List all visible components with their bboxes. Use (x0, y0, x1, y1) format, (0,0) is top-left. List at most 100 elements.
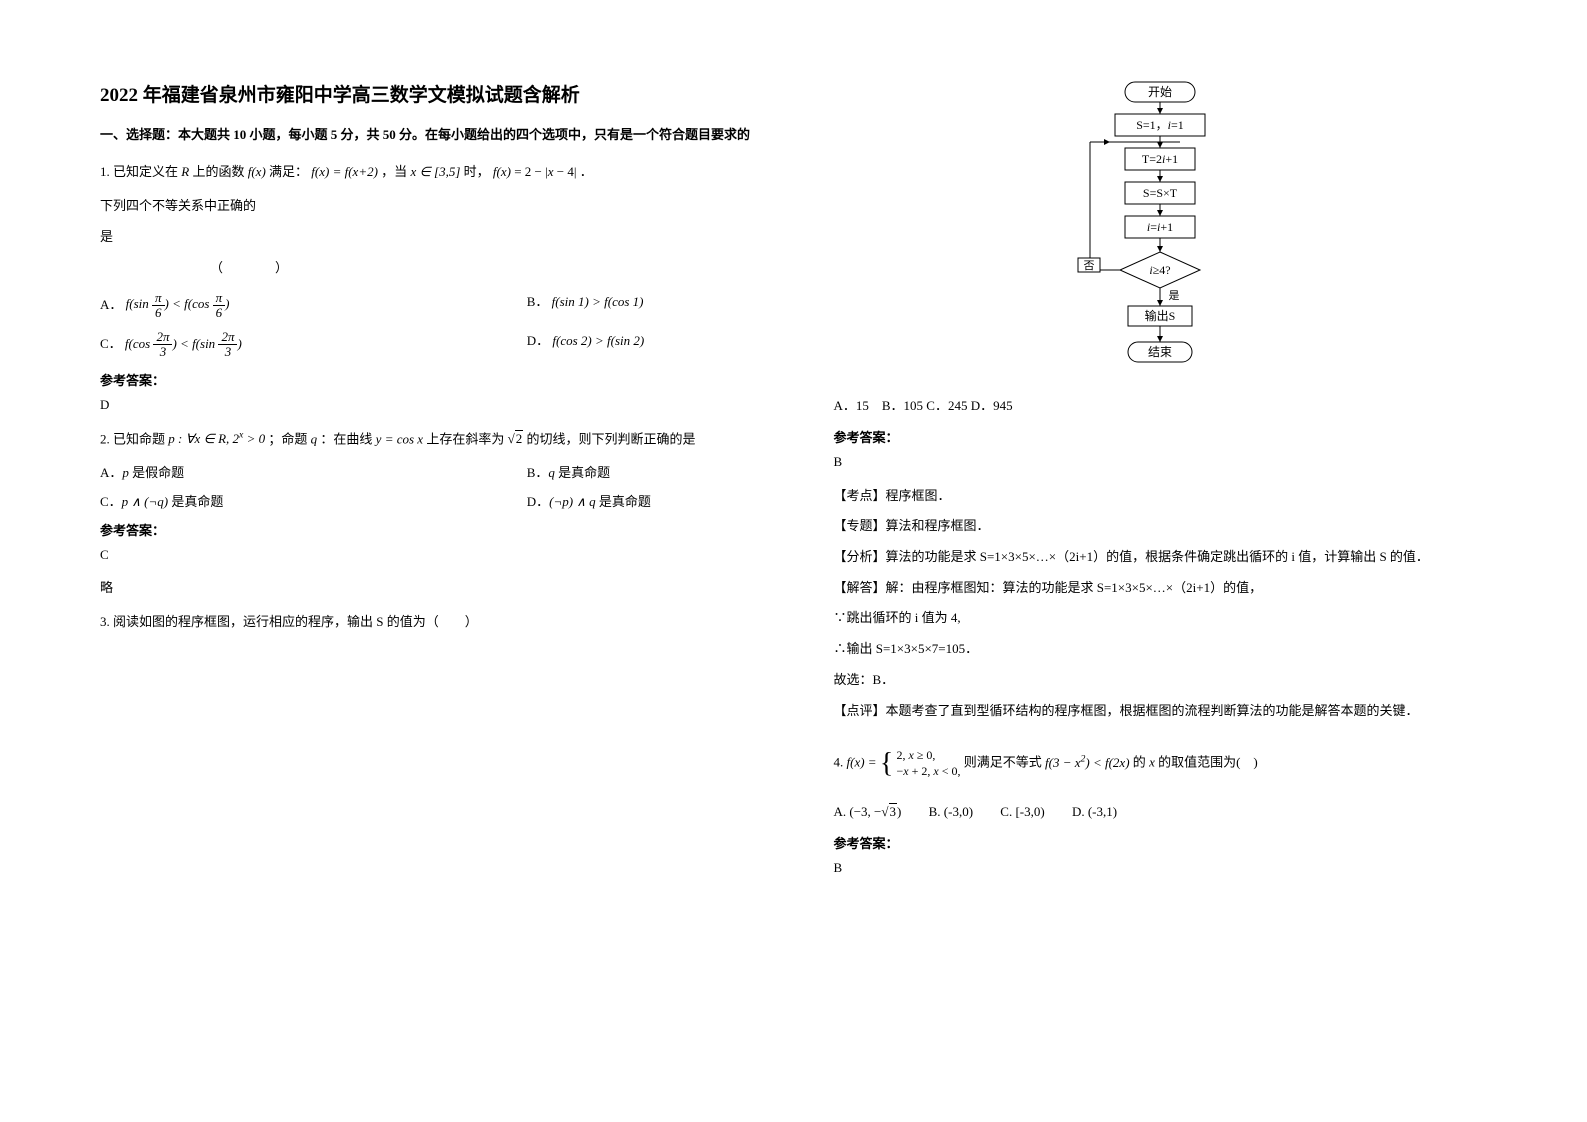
q3-opts: A．15 B．105 C．245 D．945 (834, 394, 1488, 419)
q4-mid: 则满足不等式 (964, 755, 1042, 770)
q1-D-math: f(cos 2) > f(sin 2) (552, 333, 644, 348)
q1-optC: C． f(cos 2π3) < f(sin 2π3) (100, 330, 327, 360)
q2-t1: 2. 已知命题 (100, 431, 165, 446)
q4-optA: A. (−3, −3) (834, 800, 902, 825)
q2-optD: D．(¬p) ∧ q 是真命题 (327, 491, 754, 510)
svg-text:i≥4?: i≥4? (1150, 263, 1171, 277)
q3-stem: 3. 阅读如图的程序框图，运行相应的程序，输出 S 的值为（ ） (100, 610, 754, 635)
q1-eq2: f(x) = 2 − |x − 4| (493, 164, 577, 179)
q1-B-math: f(sin 1) > f(cos 1) (552, 294, 644, 309)
q1-ans-label: 参考答案： (100, 370, 754, 389)
q1-D-pre: D． (527, 333, 549, 348)
flow-out: 输出S (1145, 308, 1176, 323)
q2-q: q (311, 431, 318, 446)
flow-b1a: S=1， (1136, 118, 1167, 132)
q2-t3: ：在曲线 (320, 431, 372, 446)
section-1-head: 一、选择题：本大题共 10 小题，每小题 5 分，共 50 分。在每小题给出的四… (100, 125, 754, 146)
q3-a1: 【考点】程序框图． (834, 484, 1488, 509)
q1-t4: 时， (464, 164, 490, 179)
q1-line3: 是 (100, 225, 754, 250)
q4-options: A. (−3, −3) B. (-3,0) C. [-3,0) D. (-3,1… (834, 800, 1488, 825)
flow-b2c: +1 (1166, 152, 1179, 166)
q1-options: A． f(sin π6) < f(cos π6) B． f(sin 1) > f… (100, 291, 754, 360)
flowchart: 开始 S=1，i=1 T=2i+1 S=S×T i=i+1 i≥4? (1050, 80, 1270, 380)
q2-optB: B．q 是真命题 (327, 462, 754, 481)
q1: 1. 已知定义在 R 上的函数 f(x) 满足： f(x) = f(x+2) ，… (100, 160, 754, 185)
q1-t: 上的函数 (192, 164, 244, 179)
q3-a7: 故选：B． (834, 668, 1488, 693)
q2-t4: 上存在斜率为 (426, 431, 504, 446)
q1-t3: ，当 (381, 164, 407, 179)
q2-optA: A．p 是假命题 (100, 462, 327, 481)
q2-D-m: (¬p) ∧ q (549, 494, 595, 509)
q1-t2: 满足： (269, 164, 308, 179)
q3-a2: 【专题】算法和程序框图． (834, 514, 1488, 539)
q2-optC: C．p ∧ (¬q) 是真命题 (100, 491, 327, 510)
q1-optD: D． f(cos 2) > f(sin 2) (327, 330, 754, 360)
q2-curve: y = cos x (376, 431, 423, 446)
q2-A-t: 是假命题 (132, 465, 184, 480)
flow-no: 否 (1084, 260, 1095, 272)
q2: 2. 已知命题 p : ∀x ∈ R, 2x > 0 ；命题 q ：在曲线 y … (100, 427, 754, 452)
svg-text:T=2i+1: T=2i+1 (1142, 152, 1178, 166)
q3-a6: ∴输出 S=1×3×5×7=105． (834, 637, 1488, 662)
left-column: 2022 年福建省泉州市雍阳中学高三数学文模拟试题含解析 一、选择题：本大题共 … (100, 80, 774, 1082)
q2-A-pre: A． (100, 465, 122, 480)
q4-piecewise: { 2, x ≥ 0,−x + 2, x < 0, (880, 737, 961, 790)
q2-C-m: p ∧ (¬q) (122, 494, 168, 509)
q1-C-pre: C． (100, 336, 122, 351)
q2-D-t: 是真命题 (599, 494, 651, 509)
q2-B-t: 是真命题 (558, 465, 610, 480)
q1-int: x ∈ [3,5] (410, 164, 460, 179)
q2-t2: ；命题 (268, 431, 307, 446)
q1-t5: ． (580, 164, 593, 179)
q3-ans-label: 参考答案： (834, 427, 1488, 446)
q4-x: x (1149, 755, 1155, 770)
q4-pre: 4. (834, 755, 844, 770)
q2-D-pre: D． (527, 494, 549, 509)
q3-ans: B (834, 454, 1488, 470)
flow-b2a: T=2 (1142, 152, 1162, 166)
flow-yes: 是 (1169, 289, 1180, 302)
q4-optC: C. [-3,0) (1000, 800, 1044, 825)
svg-text:S=1，i=1: S=1，i=1 (1136, 118, 1184, 132)
q4-ineq: f(3 − x2) < f(2x) (1045, 755, 1130, 770)
title: 2022 年福建省泉州市雍阳中学高三数学文模拟试题含解析 (100, 80, 754, 107)
q1-A-math: f(sin π6) < f(cos π6) (126, 296, 230, 311)
q2-C-pre: C． (100, 494, 122, 509)
flow-b4d: +1 (1161, 220, 1174, 234)
q2-sqrt2: 2 (508, 427, 524, 452)
q4-optB: B. (-3,0) (929, 800, 973, 825)
q2-A-p: p (122, 465, 129, 480)
q1-eq1: f(x) = f(x+2) (311, 164, 378, 179)
flow-end: 结束 (1148, 345, 1172, 359)
q3-a4: 【解答】解：由程序框图知：算法的功能是求 S=1×3×5×…×（2i+1）的值， (834, 576, 1488, 601)
flow-start: 开始 (1148, 85, 1172, 99)
q2-options: A．p 是假命题 B．q 是真命题 C．p ∧ (¬q) 是真命题 D．(¬p)… (100, 462, 754, 510)
q4-A-math: (−3, −3) (849, 804, 901, 819)
q4-tail2: 的取值范围为( ) (1158, 755, 1258, 770)
q1-optA: A． f(sin π6) < f(cos π6) (100, 291, 327, 321)
flow-b3: S=S×T (1143, 186, 1178, 200)
q4-A-pre: A. (834, 804, 847, 819)
q3-a5: ∵跳出循环的 i 值为 4, (834, 606, 1488, 631)
q2-ans-label: 参考答案： (100, 520, 754, 539)
q1-paren: （ ） (210, 256, 754, 281)
q1-line2: 下列四个不等关系中正确的 (100, 194, 754, 219)
right-column: 开始 S=1，i=1 T=2i+1 S=S×T i=i+1 i≥4? (814, 80, 1488, 1082)
q3-a8: 【点评】本题考查了直到型循环结构的程序框图，根据框图的流程判断算法的功能是解答本… (834, 699, 1488, 724)
q1-C-math: f(cos 2π3) < f(sin 2π3) (125, 336, 242, 351)
q1-B-pre: B． (527, 294, 549, 309)
q1-fx: f(x) (248, 164, 266, 179)
q4-ans: B (834, 860, 1488, 876)
q4: 4. f(x) = { 2, x ≥ 0,−x + 2, x < 0, 则满足不… (834, 737, 1488, 790)
q2-B-q: q (548, 465, 555, 480)
q2-p: p : ∀x ∈ R, 2x > 0 (168, 431, 265, 446)
flow-d1b: ≥4? (1153, 263, 1171, 277)
q2-ans: C (100, 547, 754, 563)
q1-R: R (181, 164, 189, 179)
q1-optB: B． f(sin 1) > f(cos 1) (327, 291, 754, 321)
q4-ans-label: 参考答案： (834, 833, 1488, 852)
flow-b1c: =1 (1171, 118, 1184, 132)
q3-a3: 【分析】算法的功能是求 S=1×3×5×…×（2i+1）的值，根据条件确定跳出循… (834, 545, 1488, 570)
